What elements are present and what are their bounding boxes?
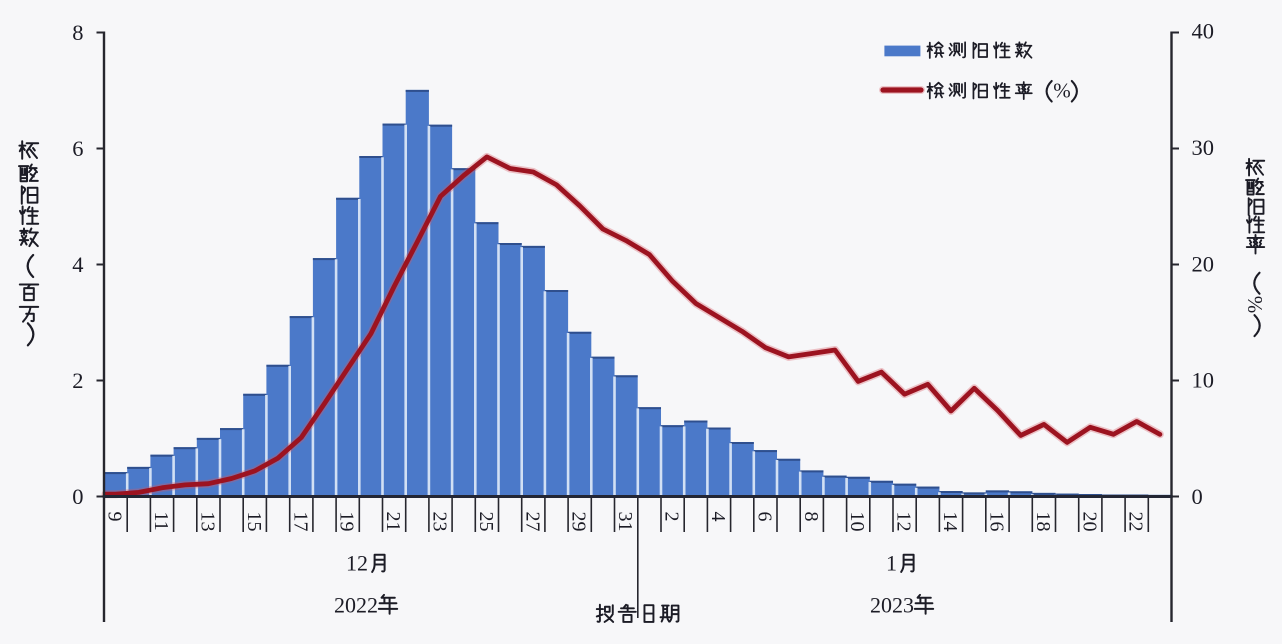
svg-text:0: 0: [1192, 484, 1203, 509]
svg-text:23: 23: [429, 512, 451, 532]
svg-text:%: %: [1243, 296, 1267, 314]
svg-text:15: 15: [243, 512, 265, 532]
svg-text:20: 20: [1078, 512, 1100, 532]
svg-text:6: 6: [753, 512, 775, 522]
svg-text:6: 6: [72, 136, 83, 161]
svg-text:2022: 2022: [334, 593, 378, 618]
svg-text:21: 21: [382, 512, 404, 532]
svg-text:8: 8: [800, 512, 822, 522]
svg-text:2: 2: [661, 512, 683, 522]
svg-text:1: 1: [886, 551, 897, 576]
svg-text:10: 10: [1192, 368, 1215, 393]
svg-text:22: 22: [1125, 512, 1147, 532]
svg-text:4: 4: [707, 512, 729, 522]
svg-text:40: 40: [1192, 19, 1215, 44]
svg-text:25: 25: [475, 512, 497, 532]
svg-text:%: %: [1053, 79, 1071, 103]
svg-text:17: 17: [289, 512, 311, 532]
svg-text:14: 14: [939, 512, 961, 532]
svg-text:20: 20: [1192, 251, 1215, 276]
svg-text:8: 8: [72, 20, 83, 45]
svg-text:31: 31: [614, 512, 636, 532]
svg-text:0: 0: [72, 484, 83, 509]
svg-text:16: 16: [986, 512, 1008, 532]
svg-text:12: 12: [893, 512, 915, 532]
svg-text:4: 4: [72, 252, 83, 277]
svg-text:12: 12: [346, 551, 368, 576]
svg-text:19: 19: [336, 512, 358, 532]
svg-text:30: 30: [1192, 135, 1215, 160]
svg-text:27: 27: [521, 512, 543, 532]
svg-text:13: 13: [196, 512, 218, 532]
svg-text:2: 2: [72, 368, 83, 393]
svg-text:2023: 2023: [870, 593, 914, 618]
svg-text:10: 10: [846, 512, 868, 532]
svg-text:18: 18: [1032, 512, 1054, 532]
svg-text:9: 9: [104, 512, 126, 522]
svg-text:29: 29: [568, 512, 590, 532]
svg-text:11: 11: [150, 512, 172, 531]
